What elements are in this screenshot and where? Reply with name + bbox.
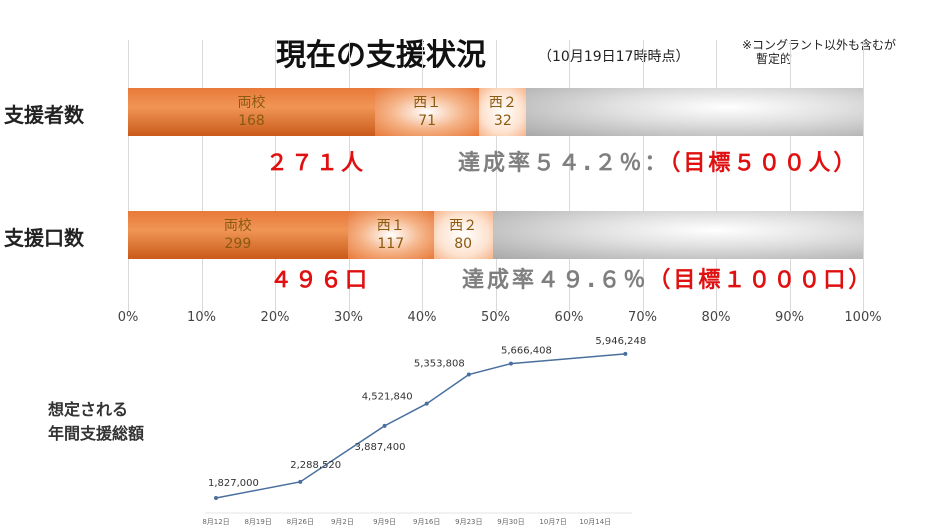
line-chart-title: 想定される年間支援総額 <box>48 398 144 446</box>
x-tick-label: 60% <box>554 310 584 325</box>
gridline <box>863 40 864 312</box>
gridline <box>495 40 497 312</box>
bar-segment: 西１ 117 <box>347 211 434 259</box>
x-tick-label: 10% <box>187 310 216 325</box>
x-tick-label: 9月9日 <box>373 518 396 526</box>
x-tick-label: 9月30日 <box>497 518 524 526</box>
x-tick-label: 70% <box>628 310 657 325</box>
x-tick-label: 30% <box>334 310 363 325</box>
segment-name: 両校 <box>223 218 252 234</box>
x-tick-label: 90% <box>775 310 804 325</box>
total-value: ２７１人 <box>266 151 367 176</box>
segment-name: 西２ <box>449 218 478 234</box>
goal-text: （目標５００人） <box>669 151 859 176</box>
data-point <box>508 361 513 366</box>
x-tick-label: 20% <box>260 310 290 325</box>
gridline <box>201 40 203 312</box>
segment-value: 32 <box>493 113 512 129</box>
data-point <box>382 423 387 428</box>
segment-value: 117 <box>377 236 405 252</box>
data-label: 3,887,400 <box>355 442 406 453</box>
bar-remainder <box>492 211 863 259</box>
gridline <box>348 40 350 312</box>
row-label: 支援者数 <box>4 103 84 127</box>
x-tick-label: 50% <box>481 310 510 325</box>
gridline <box>275 40 276 312</box>
data-label: 4,521,840 <box>362 392 413 403</box>
line-chart-title-line: 年間支援総額 <box>48 424 145 443</box>
bar-segment: 西１ 71 <box>374 88 480 136</box>
x-tick-label: 40% <box>407 310 437 325</box>
data-point <box>298 479 303 484</box>
bar-remainder <box>526 88 863 136</box>
gridline <box>422 40 423 312</box>
data-label: 5,946,248 <box>595 336 646 347</box>
segment-name: 西２ <box>488 95 517 111</box>
series-line <box>215 353 626 499</box>
line-chart-title-line: 想定される <box>48 400 129 419</box>
data-label: 1,827,000 <box>208 478 259 489</box>
segment-value: 71 <box>418 113 437 129</box>
data-point <box>623 351 628 356</box>
x-tick-label: 80% <box>701 310 731 325</box>
rate-text: 達成率４９.６％ <box>462 268 649 293</box>
segment-name: 西１ <box>376 218 405 234</box>
page-title: 現在の支援状況 <box>276 38 486 73</box>
gridline <box>569 40 570 312</box>
segment-value: 299 <box>224 236 252 252</box>
data-label: 2,288,520 <box>290 460 341 471</box>
x-tick-label: 10月7日 <box>539 518 566 526</box>
gridline <box>128 40 129 312</box>
note-line: 暫定的 <box>756 52 793 66</box>
x-tick-label: 9月23日 <box>455 518 482 526</box>
page-subtitle: （10月19日17時時点） <box>538 49 690 65</box>
segment-name: 西１ <box>413 95 442 111</box>
x-tick-label: 9月2日 <box>331 518 354 526</box>
gridline <box>642 40 644 312</box>
note: ※コングラント以外も含むが 暫定的 <box>742 38 941 66</box>
segment-value: 168 <box>238 113 265 129</box>
achievement-rate: 達成率５４.２％：（目標５００人） <box>458 145 858 177</box>
row-label: 支援口数 <box>4 226 84 250</box>
x-tick-label: 10月14日 <box>579 518 611 526</box>
total-value: ４９６口 <box>270 268 371 293</box>
data-label: 5,666,408 <box>501 346 552 357</box>
x-tick-label: 8月19日 <box>244 518 271 526</box>
bar-segment: 両校 168 <box>128 88 375 136</box>
gridline <box>716 40 717 312</box>
goal-text: （目標１０００口） <box>648 268 874 293</box>
segment-value: 80 <box>454 236 473 252</box>
data-point <box>466 372 471 377</box>
bar-segment: 西２ 32 <box>479 88 527 136</box>
achievement-rate: 達成率４９.６％（目標１０００口） <box>462 262 873 294</box>
gridline <box>789 40 791 312</box>
x-tick-label: 0% <box>117 310 139 325</box>
segment-name: 両校 <box>237 95 266 111</box>
x-tick-label: 100% <box>844 310 882 325</box>
data-label: 5,353,808 <box>414 359 465 370</box>
data-point <box>214 496 218 500</box>
data-point <box>424 401 429 406</box>
x-tick-label: 8月12日 <box>202 518 229 526</box>
bar-segment: 両校 299 <box>128 211 348 259</box>
note-line: ※コングラント以外も含むが <box>742 38 897 52</box>
bar-segment: 西２ 80 <box>433 211 493 259</box>
x-tick-label: 8月26日 <box>287 518 314 526</box>
rate-text: 達成率５４.２％： <box>458 151 670 176</box>
x-tick-label: 9月16日 <box>413 518 440 526</box>
